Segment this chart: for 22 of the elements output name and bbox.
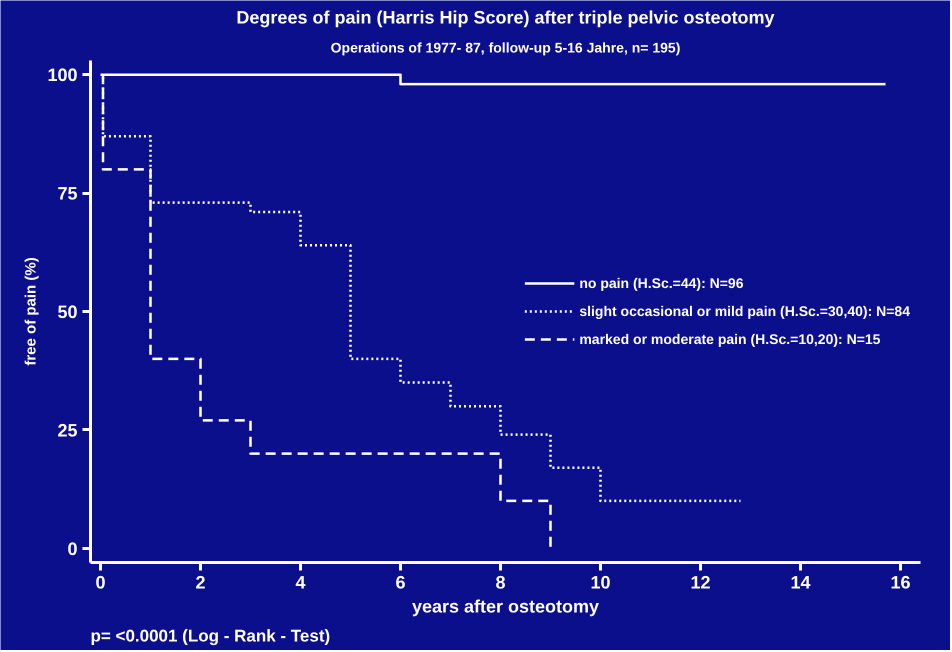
- x-tick-label: 2: [195, 572, 206, 592]
- text: p= <0.0001 (Log - Rank - Test): [90, 626, 330, 646]
- x-tick-label: 4: [295, 572, 306, 592]
- y-tick-label: 100: [47, 65, 78, 86]
- chart-title: Degrees of pain (Harris Hip Score) after triple pelvic osteotomy: [236, 8, 775, 28]
- y-tick-label: 0: [67, 538, 78, 559]
- x-tick-label: 10: [590, 572, 611, 592]
- x-tick-label: 12: [690, 572, 711, 592]
- y-tick-label: 25: [57, 420, 78, 440]
- legend-label: slight occasional or mild pain (H.Sc.=30,40): N=84: [579, 303, 910, 319]
- x-tick-label: 8: [495, 572, 506, 592]
- y-axis-title: free of pain (%): [22, 257, 40, 366]
- chart-subtitle: Operations of 1977- 87, follow-up 5-16 Jahre, n= 195): [330, 40, 680, 56]
- x-axis-title: years after osteotomy: [412, 596, 600, 616]
- legend-label: no pain (H.Sc.=44): N=96: [579, 275, 744, 291]
- x-tick-label: 14: [790, 572, 811, 592]
- x-tick-label: 0: [95, 572, 106, 592]
- y-tick-label: 50: [57, 302, 78, 322]
- legend-label: marked or moderate pain (H.Sc.=10,20): N=15: [579, 331, 880, 347]
- x-tick-label: 16: [890, 572, 911, 592]
- x-tick-label: 6: [395, 572, 406, 592]
- y-tick-label: 75: [57, 184, 78, 204]
